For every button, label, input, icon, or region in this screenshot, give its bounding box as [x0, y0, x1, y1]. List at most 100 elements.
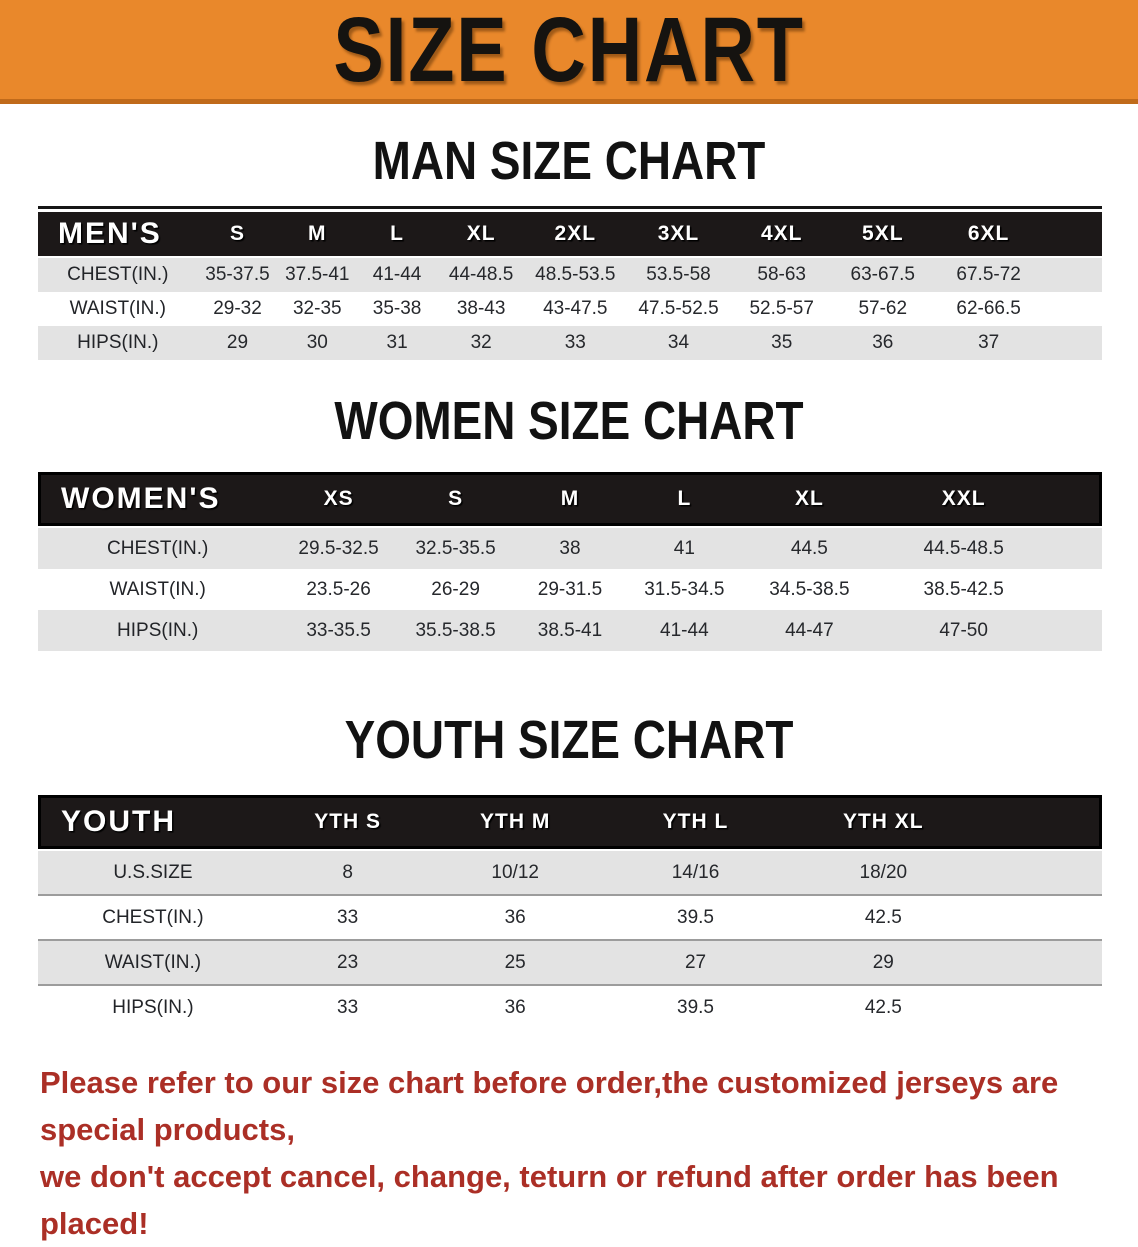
size-column-header: S [197, 212, 278, 256]
size-column-header: YTH M [427, 795, 603, 849]
size-value: 41-44 [357, 256, 437, 292]
size-value: 36 [427, 894, 603, 939]
size-value: 38.5-42.5 [878, 569, 1049, 610]
row-label: CHEST(IN.) [38, 256, 198, 292]
size-value: 29 [197, 326, 278, 360]
row-label: HIPS(IN.) [38, 326, 198, 360]
table-title-cell: YOUTH [38, 795, 268, 849]
men-size-table-wrap: MEN'S S M L XL 2XL 3XL 4XL 5XL 6XL CHEST(IN.) 35-37… [38, 206, 1102, 360]
size-value: 32 [436, 326, 526, 360]
size-value: 36 [831, 326, 934, 360]
size-value: 44.5 [740, 526, 879, 569]
table-title-cell: WOMEN'S [38, 472, 278, 526]
disclaimer-line-1: Please refer to our size chart before or… [40, 1065, 1059, 1147]
size-value: 29-32 [197, 292, 278, 326]
spacer-cell [1048, 526, 1102, 569]
women-size-table: WOMEN'S XS S M L XL XXL CHEST(IN.) 29.5-32.5 32.5… [38, 472, 1102, 651]
size-value: 57-62 [831, 292, 934, 326]
spacer-cell [978, 849, 1102, 894]
header-row: MEN'S S M L XL 2XL 3XL 4XL 5XL 6XL [38, 212, 1102, 256]
size-value: 39.5 [602, 984, 789, 1029]
size-column-header: 5XL [831, 212, 934, 256]
size-value: 67.5-72 [933, 256, 1044, 292]
youth-section-heading: YOUTH SIZE CHART [0, 709, 1138, 771]
size-value: 35.5-38.5 [399, 610, 512, 651]
size-value: 18/20 [788, 849, 979, 894]
men-size-table: MEN'S S M L XL 2XL 3XL 4XL 5XL 6XL CHEST(IN.) 35-37… [38, 212, 1102, 360]
size-value: 39.5 [602, 894, 789, 939]
youth-size-table: YOUTH YTH S YTH M YTH L YTH XL U.S.SIZE 8 10/12… [38, 795, 1102, 1029]
size-value: 38-43 [436, 292, 526, 326]
table-row: CHEST(IN.) 29.5-32.5 32.5-35.5 38 41 44.5 44.5… [38, 526, 1102, 569]
table-row: CHEST(IN.) 33 36 39.5 42.5 [38, 894, 1102, 939]
size-value: 30 [277, 326, 358, 360]
size-value: 62-66.5 [933, 292, 1044, 326]
size-value: 44-48.5 [436, 256, 526, 292]
spacer-cell [978, 894, 1102, 939]
man-section-heading: MAN SIZE CHART [0, 130, 1138, 192]
size-chart-banner: SIZE CHART [0, 0, 1138, 104]
spacer-cell [978, 984, 1102, 1029]
table-row: CHEST(IN.) 35-37.5 37.5-41 41-44 44-48.5 48.5… [38, 256, 1102, 292]
size-column-header: 2XL [525, 212, 626, 256]
size-value: 58-63 [731, 256, 832, 292]
size-column-header: XL [740, 472, 879, 526]
spacer-cell [1043, 292, 1102, 326]
spacer-cell [1048, 610, 1102, 651]
size-value: 14/16 [602, 849, 789, 894]
size-column-header: XS [277, 472, 400, 526]
size-value: 47.5-52.5 [625, 292, 732, 326]
size-value: 23.5-26 [277, 569, 400, 610]
size-value: 26-29 [399, 569, 512, 610]
table-row: U.S.SIZE 8 10/12 14/16 18/20 [38, 849, 1102, 894]
size-value: 48.5-53.5 [525, 256, 626, 292]
women-section-heading: WOMEN SIZE CHART [0, 390, 1138, 452]
header-row: WOMEN'S XS S M L XL XXL [38, 472, 1102, 526]
spacer-cell [978, 939, 1102, 984]
size-value: 29 [788, 939, 979, 984]
size-column-header: L [628, 472, 741, 526]
size-column-header: YTH S [267, 795, 428, 849]
size-value: 43-47.5 [525, 292, 626, 326]
spacer-cell [1043, 212, 1102, 256]
man-heading-text: MAN SIZE CHART [372, 131, 766, 191]
size-value: 52.5-57 [731, 292, 832, 326]
table-row: HIPS(IN.) 33 36 39.5 42.5 [38, 984, 1102, 1029]
size-value: 8 [267, 849, 428, 894]
size-value: 47-50 [878, 610, 1049, 651]
size-column-header: XXL [878, 472, 1049, 526]
header-row: YOUTH YTH S YTH M YTH L YTH XL [38, 795, 1102, 849]
size-column-header: YTH XL [788, 795, 979, 849]
size-value: 33 [267, 984, 428, 1029]
table-row: WAIST(IN.) 23.5-26 26-29 29-31.5 31.5-34.5 34… [38, 569, 1102, 610]
size-value: 10/12 [427, 849, 603, 894]
table-row: HIPS(IN.) 29 30 31 32 33 34 35 36 37 [38, 326, 1102, 360]
size-value: 31.5-34.5 [628, 569, 741, 610]
size-value: 32-35 [277, 292, 358, 326]
size-value: 44.5-48.5 [878, 526, 1049, 569]
size-value: 63-67.5 [831, 256, 934, 292]
size-value: 44-47 [740, 610, 879, 651]
row-label: WAIST(IN.) [38, 939, 268, 984]
size-value: 35-37.5 [197, 256, 278, 292]
size-value: 33 [525, 326, 626, 360]
size-value: 42.5 [788, 894, 979, 939]
women-heading-text: WOMEN SIZE CHART [334, 391, 804, 451]
size-value: 37.5-41 [277, 256, 358, 292]
size-value: 35 [731, 326, 832, 360]
size-value: 33-35.5 [277, 610, 400, 651]
table-row: HIPS(IN.) 33-35.5 35.5-38.5 38.5-41 41-44 44-… [38, 610, 1102, 651]
size-value: 41-44 [628, 610, 741, 651]
row-label: WAIST(IN.) [38, 292, 198, 326]
spacer-cell [1043, 326, 1102, 360]
youth-size-table-wrap: YOUTH YTH S YTH M YTH L YTH XL U.S.SIZE 8 10/12… [38, 795, 1102, 1029]
size-value: 33 [267, 894, 428, 939]
size-column-header: M [511, 472, 629, 526]
size-value: 25 [427, 939, 603, 984]
order-disclaimer: Please refer to our size chart before or… [40, 1059, 1118, 1247]
table-row: WAIST(IN.) 29-32 32-35 35-38 38-43 43-47.5 47.… [38, 292, 1102, 326]
size-value: 27 [602, 939, 789, 984]
women-size-table-wrap: WOMEN'S XS S M L XL XXL CHEST(IN.) 29.5-32.5 32.5… [38, 472, 1102, 651]
size-column-header: 3XL [625, 212, 732, 256]
size-value: 36 [427, 984, 603, 1029]
